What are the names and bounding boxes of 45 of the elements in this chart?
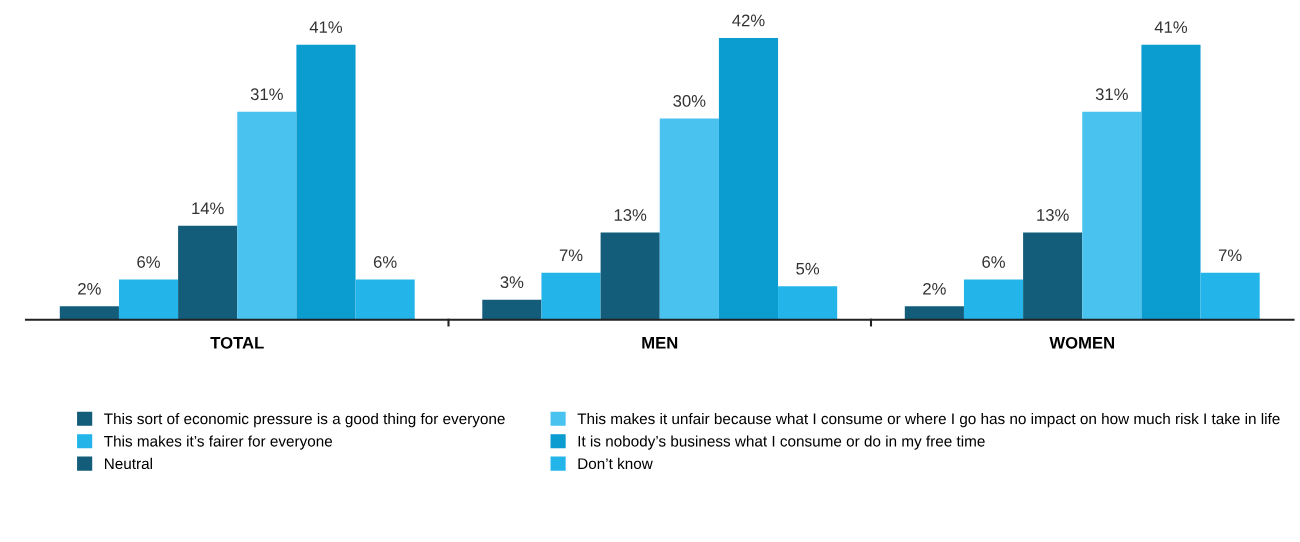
bar	[1082, 111, 1142, 320]
data-label: 30%	[673, 95, 706, 107]
data-label: 2%	[923, 282, 946, 295]
bar	[178, 225, 238, 320]
legend-label: This makes it’s fairer for everyone	[104, 435, 333, 450]
legend-label: Neutral	[105, 457, 152, 470]
data-label: 31%	[250, 88, 283, 101]
data-label: 6%	[137, 256, 160, 268]
data-label: 13%	[1037, 209, 1069, 221]
data-label: 6%	[982, 256, 1005, 268]
bar	[237, 111, 297, 320]
bar	[1200, 272, 1260, 320]
legend-label: It is nobody’s business what I consume or do in my free time	[578, 435, 985, 450]
legend-label: Don’t know	[578, 457, 653, 470]
bar	[1141, 44, 1201, 320]
data-label: 7%	[1218, 249, 1242, 262]
data-label: 6%	[373, 256, 397, 268]
bar	[904, 306, 964, 320]
data-label: 7%	[559, 249, 583, 262]
bar	[118, 279, 179, 320]
bar	[59, 306, 119, 320]
x-tick-label: TOTAL	[210, 336, 264, 349]
bar	[296, 44, 356, 320]
bar	[600, 232, 660, 320]
data-label: 42%	[732, 14, 765, 27]
bar	[355, 279, 415, 320]
x-tick-label: WOMEN	[1049, 336, 1114, 349]
x-tick-label: MEN	[642, 337, 678, 349]
bar	[778, 286, 838, 320]
bar	[541, 272, 601, 320]
legend-label: This sort of economic pressure is a good thing for everyone	[104, 412, 505, 428]
bar	[482, 299, 542, 320]
bar	[963, 279, 1024, 320]
bar	[659, 118, 719, 320]
data-label: 14%	[192, 202, 224, 215]
data-label: 5%	[796, 262, 820, 275]
data-label: 3%	[500, 276, 524, 289]
data-label: 31%	[1095, 88, 1128, 101]
bar	[718, 37, 779, 320]
bar	[1023, 232, 1083, 320]
data-label: 41%	[1154, 21, 1188, 33]
data-label: 13%	[614, 209, 647, 221]
legend-label: This makes it unfair because what I consume or where I go has no impact on how much risk I take in life	[577, 412, 1280, 428]
data-label: 2%	[78, 282, 101, 295]
data-label: 41%	[309, 21, 343, 33]
